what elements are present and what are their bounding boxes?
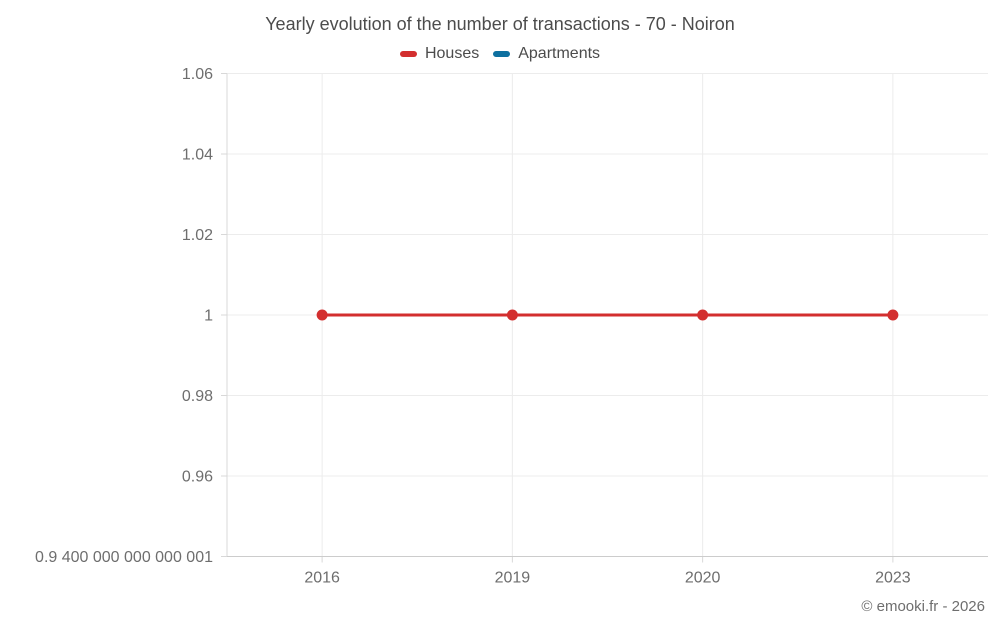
y-tick-label: 0.96 xyxy=(182,469,213,486)
attribution-text: © emooki.fr - 2026 xyxy=(861,598,985,615)
y-tick-label: 1.06 xyxy=(182,66,213,83)
legend-swatch-apartments xyxy=(493,51,511,57)
legend-item-apartments[interactable]: Apartments xyxy=(493,45,600,63)
legend: Houses Apartments xyxy=(0,45,1000,63)
data-point-houses-2023[interactable] xyxy=(887,309,899,321)
data-point-houses-2020[interactable] xyxy=(697,309,709,321)
x-tick-label: 2019 xyxy=(495,570,531,587)
legend-swatch-houses xyxy=(399,51,417,57)
legend-item-houses[interactable]: Houses xyxy=(399,45,480,63)
data-point-houses-2019[interactable] xyxy=(506,309,518,321)
legend-label-apartments: Apartments xyxy=(518,45,601,62)
x-tick-label: 2020 xyxy=(685,570,721,587)
chart-title: Yearly evolution of the number of transa… xyxy=(265,14,735,34)
y-tick-label: 1.04 xyxy=(182,147,213,164)
x-tick-label: 2016 xyxy=(304,570,340,587)
y-tick-label: 1 xyxy=(204,308,213,325)
legend-label-houses: Houses xyxy=(424,45,480,62)
data-point-houses-2016[interactable] xyxy=(316,309,328,321)
y-tick-label: 0.9 400 000 000 000 001 xyxy=(35,549,213,566)
y-tick-label: 1.02 xyxy=(182,227,213,244)
x-tick-label: 2023 xyxy=(875,570,911,587)
y-tick-label: 0.98 xyxy=(182,388,213,405)
